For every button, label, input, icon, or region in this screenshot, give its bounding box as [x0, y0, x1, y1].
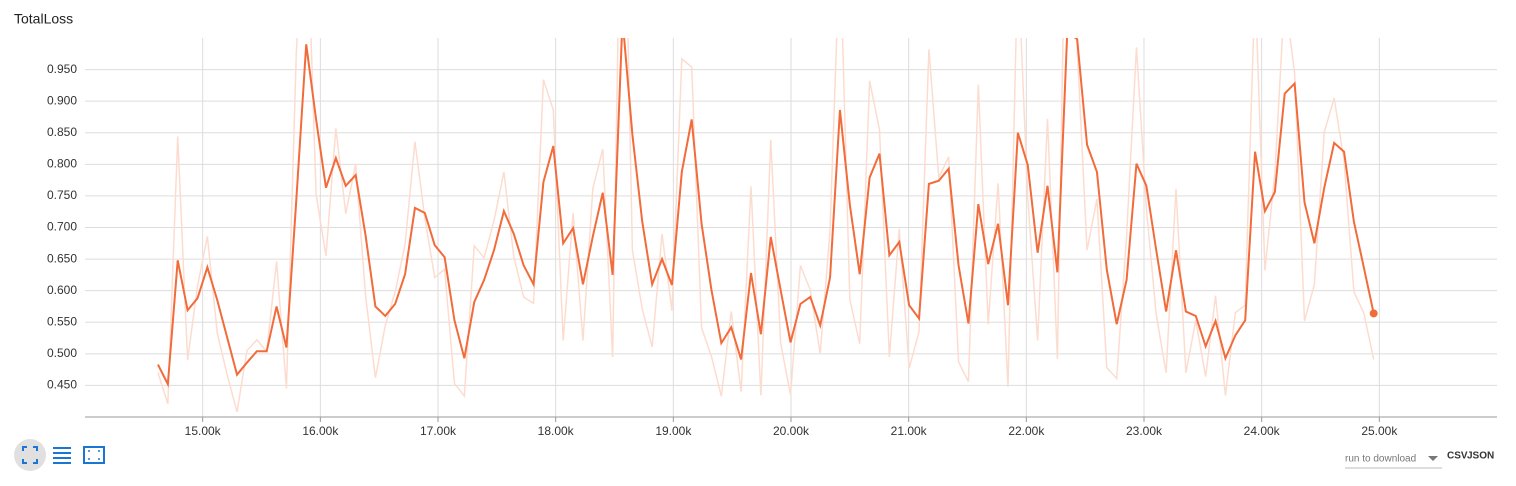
grid: [85, 38, 1497, 417]
csv-link[interactable]: CSV: [1447, 451, 1468, 462]
y-tick-label: 0.950: [47, 62, 77, 76]
series-line: [157, 38, 1375, 413]
zoom-button-bg[interactable]: [14, 439, 46, 471]
json-link[interactable]: JSON: [1467, 451, 1494, 462]
x-tick-label: 22.00k: [1008, 424, 1045, 438]
x-tick-label: 21.00k: [891, 424, 928, 438]
fullscreen-icon[interactable]: [22, 446, 38, 464]
y-tick-label: 0.850: [47, 125, 77, 139]
x-tick-label: 15.00k: [185, 424, 222, 438]
x-tick-label: 23.00k: [1126, 424, 1163, 438]
y-tick-label: 0.800: [47, 157, 77, 171]
x-tick-label: 19.00k: [655, 424, 692, 438]
dropdown-arrow[interactable]: [1428, 456, 1438, 461]
x-tick-label: 24.00k: [1244, 424, 1281, 438]
fit-domain-icon[interactable]: [83, 446, 105, 464]
y-tick-label: 0.750: [47, 188, 77, 202]
x-tick-label: 18.00k: [538, 424, 575, 438]
x-tick-label: 25.00k: [1361, 424, 1398, 438]
y-tick-label: 0.650: [47, 251, 77, 265]
y-tick-label: 0.450: [47, 378, 77, 392]
x-tick-label: 17.00k: [420, 424, 457, 438]
x-tick-label: 20.00k: [773, 424, 810, 438]
chart-title: TotalLoss: [14, 11, 73, 27]
last-point: [1369, 309, 1378, 318]
y-tick-label: 0.600: [47, 283, 77, 297]
plot: [157, 38, 1375, 413]
x-tick-label: 16.00k: [302, 424, 339, 438]
y-tick-label: 0.500: [47, 346, 77, 360]
series-line: [157, 38, 1375, 388]
log-scale-icon[interactable]: [53, 447, 71, 464]
y-tick-label: 0.550: [47, 314, 77, 328]
y-tick-label: 0.900: [47, 93, 77, 107]
run-select[interactable]: run to download: [1345, 454, 1416, 465]
y-tick-label: 0.700: [47, 220, 77, 234]
